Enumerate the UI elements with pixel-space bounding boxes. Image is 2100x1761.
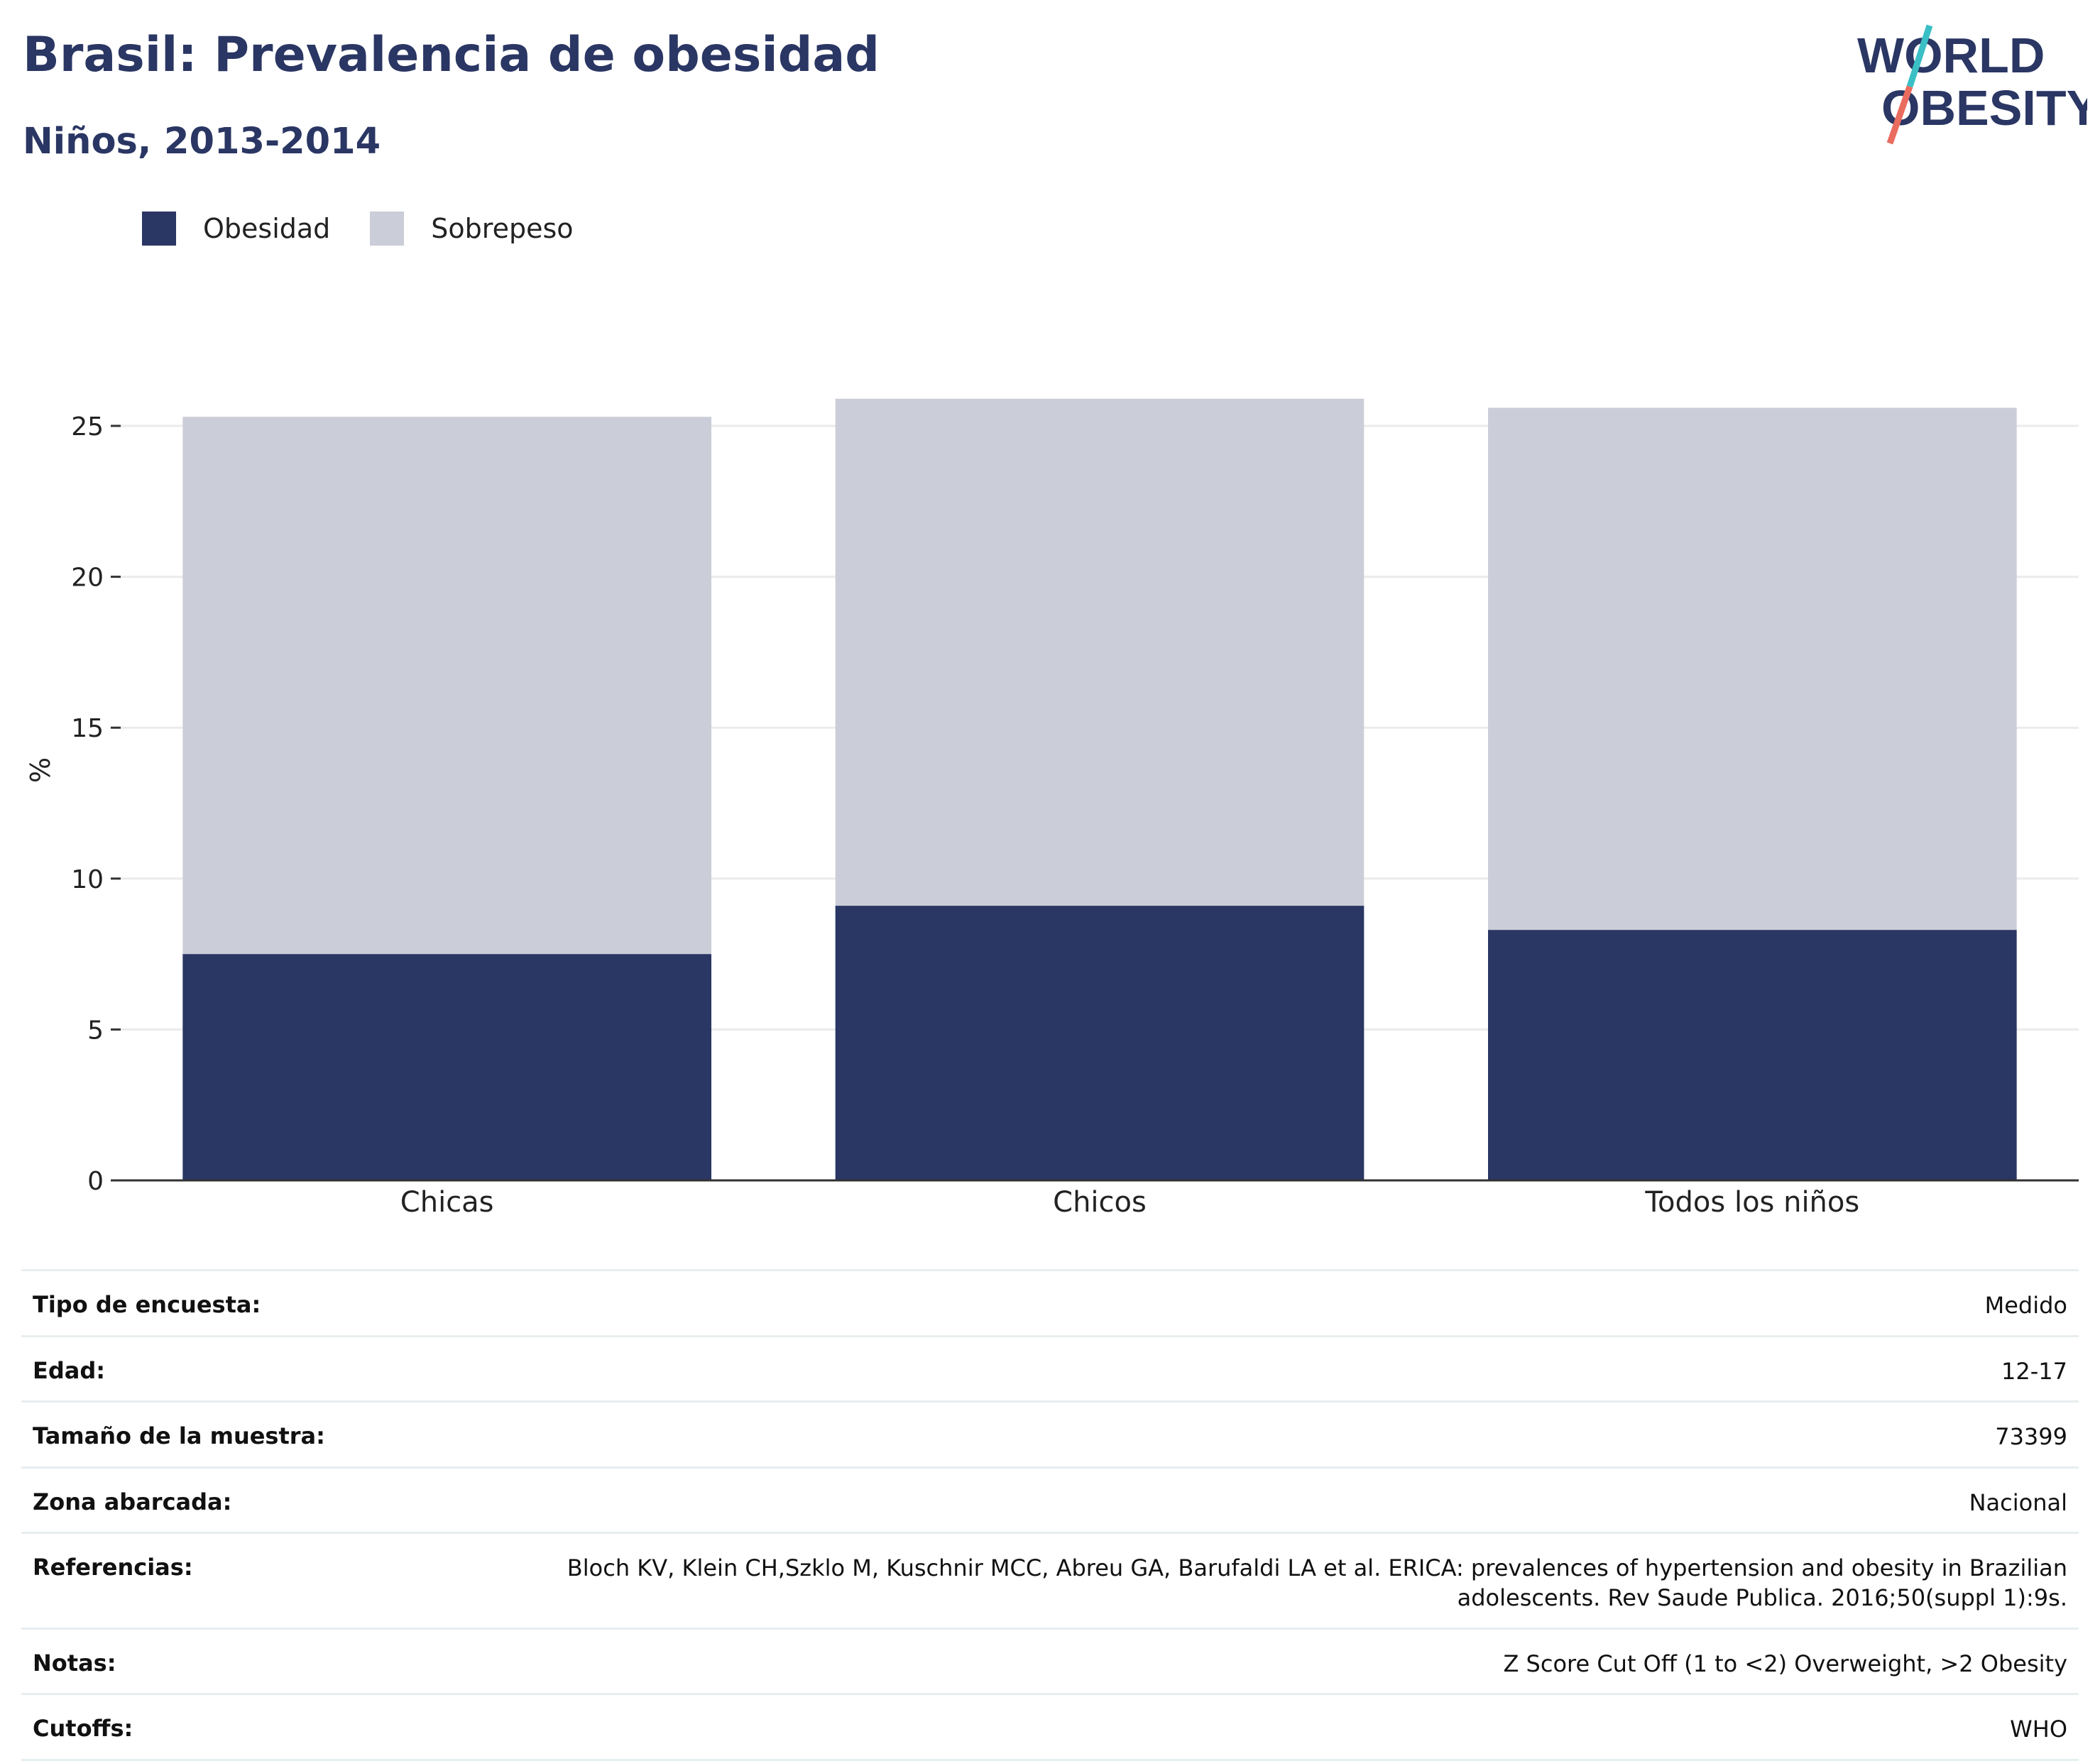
- bar-obesidad: [1488, 930, 2017, 1180]
- meta-label: Tamaño de la muestra:: [33, 1422, 325, 1450]
- meta-row: Tamaño de la muestra: 73399: [21, 1400, 2079, 1466]
- bar-sobrepeso: [1488, 407, 2017, 931]
- survey-details-table: Tipo de encuesta: Medido Edad: 12-17 Tamaño …: [21, 1269, 2079, 1761]
- legend-swatch-sobrepeso: [370, 212, 405, 246]
- world-obesity-logo: WORLD OBESITY: [1857, 24, 2087, 145]
- x-tick-label: Chicas: [400, 1186, 494, 1219]
- meta-value: Bloch KV, Klein CH,Szklo M, Kuschnir MCC…: [567, 1554, 2067, 1611]
- meta-label: Notas:: [33, 1649, 116, 1677]
- meta-value: Z Score Cut Off (1 to <2) Overweight, >2…: [1503, 1650, 2067, 1677]
- legend-item-obesidad: Obesidad: [142, 212, 330, 246]
- meta-value: 73399: [1995, 1423, 2067, 1451]
- y-axis-label: %: [25, 757, 56, 783]
- legend-label-sobrepeso: Sobrepeso: [431, 213, 574, 244]
- logo-slash-bottom: [1886, 85, 1913, 145]
- meta-value: Nacional: [1969, 1488, 2067, 1516]
- meta-row: Tipo de encuesta: Medido: [21, 1269, 2079, 1335]
- logo-line2: OBESITY: [1881, 80, 2087, 136]
- meta-value: Medido: [1984, 1292, 2067, 1319]
- meta-value: WHO: [2010, 1716, 2067, 1743]
- meta-label: Edad:: [33, 1356, 106, 1384]
- legend-label-obesidad: Obesidad: [203, 213, 331, 244]
- axis-layer: 0 5 10 15 20 25 Chicas Chicos Todos los niños: [71, 412, 2079, 1219]
- chart-title: Brasil: Prevalencia de obesidad: [23, 27, 880, 83]
- x-tick-label: Todos los niños: [1644, 1186, 1859, 1219]
- chart-subtitle: Niños, 2013-2014: [23, 121, 381, 163]
- bar-chart: 0 5 10 15 20 25 Chicas Chicos Todos los niños %: [25, 398, 2079, 1219]
- legend-swatch-obesidad: [142, 212, 176, 246]
- logo-line1: WORLD: [1857, 28, 2045, 83]
- meta-row: Zona abarcada: Nacional: [21, 1466, 2079, 1532]
- legend-item-sobrepeso: Sobrepeso: [370, 212, 574, 246]
- meta-label: Referencias:: [33, 1554, 193, 1581]
- y-tick-label: 25: [71, 412, 104, 441]
- y-tick-label: 5: [87, 1016, 104, 1045]
- meta-label: Tipo de encuesta:: [33, 1291, 261, 1318]
- y-tick-label: 20: [71, 564, 104, 593]
- meta-label: Zona abarcada:: [33, 1488, 232, 1515]
- bar-layer: [182, 398, 2017, 1180]
- meta-row: Cutoffs: WHO: [21, 1693, 2079, 1761]
- meta-row: Edad: 12-17: [21, 1334, 2079, 1401]
- bar-sobrepeso: [182, 417, 711, 955]
- y-tick-label: 0: [87, 1167, 104, 1196]
- logo-slash-top: [1906, 24, 1933, 88]
- legend: Obesidad Sobrepeso: [142, 212, 613, 246]
- y-tick-label: 10: [71, 865, 104, 894]
- meta-value: 12-17: [2001, 1357, 2067, 1385]
- bar-sobrepeso: [835, 398, 1365, 906]
- meta-row: Notas: Z Score Cut Off (1 to <2) Overweig…: [21, 1627, 2079, 1694]
- meta-row: Referencias: Bloch KV, Klein CH,Szklo M, …: [21, 1532, 2079, 1627]
- meta-label: Cutoffs:: [33, 1715, 133, 1743]
- bar-obesidad: [835, 906, 1365, 1180]
- x-tick-label: Chicos: [1053, 1186, 1147, 1219]
- bar-obesidad: [182, 954, 711, 1180]
- y-tick-label: 15: [71, 714, 104, 743]
